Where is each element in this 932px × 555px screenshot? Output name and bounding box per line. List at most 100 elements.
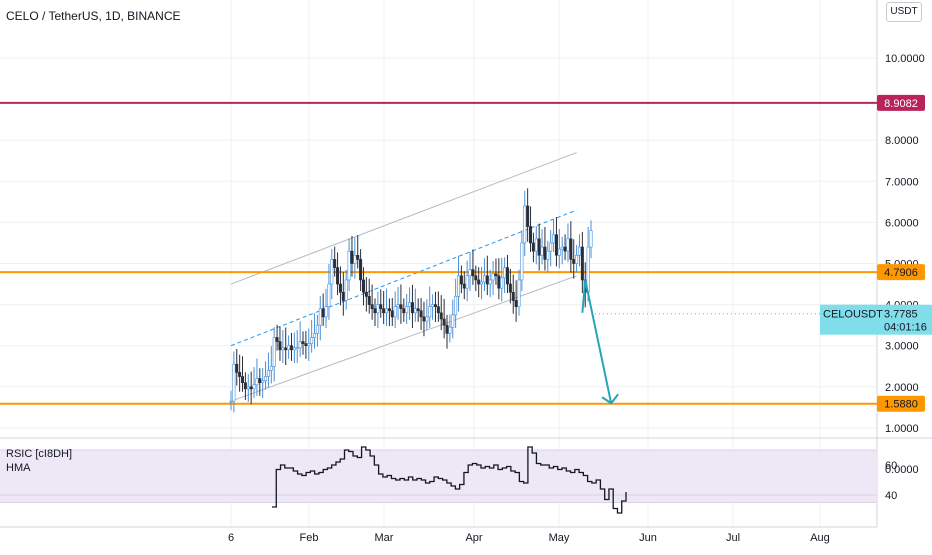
candle-body xyxy=(367,296,371,305)
candle-body xyxy=(543,246,547,260)
candle-body xyxy=(477,279,481,285)
candle-body xyxy=(255,378,259,386)
candle-body xyxy=(454,296,458,316)
candle-body xyxy=(258,378,262,383)
candle-body xyxy=(575,254,579,264)
candle-body xyxy=(589,230,593,248)
candle-body xyxy=(287,345,291,351)
candle-body xyxy=(497,275,501,289)
candle-body xyxy=(370,304,374,310)
candle-body xyxy=(385,308,389,314)
candle-body xyxy=(560,246,564,250)
candle-body xyxy=(275,337,279,342)
candle-body xyxy=(393,306,397,318)
x-tick-label: 6 xyxy=(228,532,234,544)
candle-body xyxy=(526,205,530,227)
candle-body xyxy=(356,254,360,260)
candle-body xyxy=(229,400,233,403)
channel-mid-line xyxy=(230,209,577,347)
candle-body xyxy=(238,372,242,377)
channel-upper-line xyxy=(230,152,577,285)
candle-body xyxy=(321,308,325,318)
candle-body xyxy=(284,347,288,351)
candle-body xyxy=(508,283,512,293)
level-label-bg-2 xyxy=(877,395,925,412)
candle-body xyxy=(338,283,342,293)
level-label-bg-1 xyxy=(877,264,925,281)
current-price-symbol: CELOUSDT xyxy=(823,309,883,321)
candle-body xyxy=(442,318,446,326)
candle-body xyxy=(529,226,533,244)
rsi-y-tick-label: 60 xyxy=(885,460,897,472)
candle-body xyxy=(517,279,521,307)
candle-body xyxy=(580,246,584,281)
current-price-tag xyxy=(820,304,932,335)
candle-body xyxy=(399,304,403,310)
candle-body xyxy=(546,250,550,260)
candle-body xyxy=(252,384,256,390)
candle-body xyxy=(428,306,432,318)
candle-body xyxy=(336,267,340,285)
candle-body xyxy=(468,269,472,277)
currency-button[interactable]: USDT xyxy=(886,2,922,22)
candle-body xyxy=(433,304,437,307)
candle-body xyxy=(261,380,265,383)
candle-body xyxy=(289,345,293,351)
candle-body xyxy=(235,363,239,373)
candle-body xyxy=(494,273,498,277)
candle-body xyxy=(304,343,308,346)
candle-body xyxy=(353,254,357,264)
candle-body xyxy=(457,275,461,297)
y-tick-label: 8.0000 xyxy=(885,135,919,147)
x-tick-label: May xyxy=(549,532,570,544)
candle-body xyxy=(445,324,449,334)
candle-body xyxy=(324,306,328,318)
rsi-line xyxy=(272,446,627,514)
candle-body xyxy=(413,308,417,314)
candle-body xyxy=(376,304,380,314)
candle-body xyxy=(511,291,515,301)
candle-body xyxy=(577,246,581,256)
candle-body xyxy=(471,269,475,277)
candle-body xyxy=(480,281,484,285)
candle-body xyxy=(272,337,276,367)
forecast-arrow-path xyxy=(581,279,613,404)
candle-body xyxy=(307,343,311,346)
candle-body xyxy=(531,242,535,252)
candle-body xyxy=(341,291,345,301)
candle-body xyxy=(379,304,383,310)
candle-body xyxy=(482,275,486,283)
hma-indicator-label[interactable]: HMA xyxy=(6,462,31,474)
candle-body xyxy=(246,386,250,390)
candle-body xyxy=(474,275,478,281)
candle-body xyxy=(514,300,518,307)
candle-body xyxy=(500,277,504,289)
candle-body xyxy=(318,308,322,326)
candle-body xyxy=(264,376,268,381)
candle-body xyxy=(243,382,247,390)
candle-body xyxy=(333,259,337,268)
candle-body xyxy=(431,304,435,307)
candle-body xyxy=(281,347,285,351)
candle-body xyxy=(266,370,270,377)
candle-body xyxy=(310,337,314,344)
level-label-0: 8.9082 xyxy=(884,98,918,110)
candle-body xyxy=(537,238,541,256)
x-tick-label: Feb xyxy=(300,532,319,544)
candle-body xyxy=(451,314,455,328)
candle-body xyxy=(405,306,409,314)
candle-body xyxy=(232,363,236,402)
candle-body xyxy=(359,259,363,281)
rsi-indicator-label[interactable]: RSIC [cI8DH] xyxy=(6,448,73,460)
candle-body xyxy=(491,273,495,281)
candle-body xyxy=(523,205,527,244)
candle-body xyxy=(465,275,469,289)
candle-body xyxy=(295,347,299,350)
candle-body xyxy=(425,316,429,322)
y-tick-label: 7.0000 xyxy=(885,176,919,188)
candle-body xyxy=(436,306,440,314)
candle-body xyxy=(505,267,509,285)
candle-body xyxy=(459,275,463,285)
